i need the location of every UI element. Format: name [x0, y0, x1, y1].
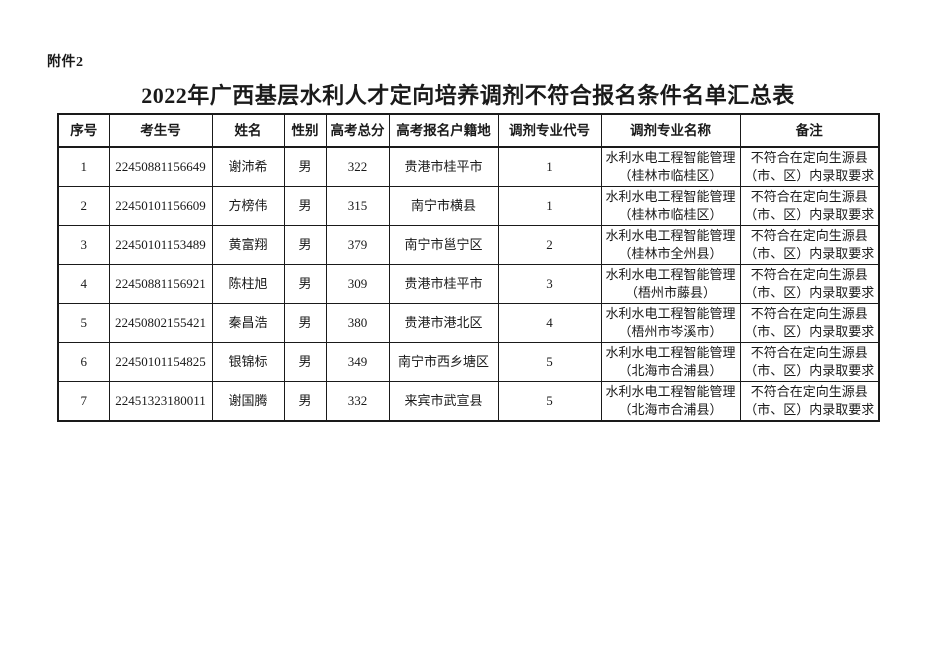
table-row: 1 22450881156649 谢沛希 男 322 贵港市桂平市 1 水利水电…: [57, 146, 880, 187]
cell-candidate-no: 22450101153489: [108, 225, 213, 265]
col-header-major-name: 调剂专业名称: [600, 113, 741, 148]
cell-gender: 男: [283, 225, 327, 265]
cell-candidate-no: 22451323180011: [108, 381, 213, 422]
cell-name: 秦昌浩: [211, 303, 285, 343]
cell-candidate-no: 22450802155421: [108, 303, 213, 343]
cell-major-code: 3: [497, 264, 602, 304]
page-title: 2022年广西基层水利人才定向培养调剂不符合报名条件名单汇总表: [141, 83, 795, 108]
cell-index: 7: [57, 381, 110, 422]
cell-major-name: 水利水电工程智能管理（北海市合浦县）: [600, 381, 741, 422]
cell-gaokao-score: 379: [325, 225, 390, 265]
cell-candidate-no: 22450881156921: [108, 264, 213, 304]
cell-remark: 不符合在定向生源县（市、区）内录取要求: [739, 186, 880, 226]
summary-table: 序号 考生号 姓名 性别 高考总分 高考报名户籍地 调剂专业代号 调剂专业名称 …: [57, 113, 880, 422]
cell-name: 黄富翔: [211, 225, 285, 265]
table-row: 5 22450802155421 秦昌浩 男 380 贵港市港北区 4 水利水电…: [57, 303, 880, 343]
cell-major-name: 水利水电工程智能管理（梧州市岑溪市）: [600, 303, 741, 343]
cell-candidate-no: 22450101156609: [108, 186, 213, 226]
cell-gender: 男: [283, 342, 327, 382]
table-body: 1 22450881156649 谢沛希 男 322 贵港市桂平市 1 水利水电…: [57, 146, 880, 422]
cell-major-name: 水利水电工程智能管理（桂林市全州县）: [600, 225, 741, 265]
cell-gaokao-score: 309: [325, 264, 390, 304]
cell-gender: 男: [283, 303, 327, 343]
col-header-name: 姓名: [211, 113, 285, 148]
cell-residence: 南宁市西乡塘区: [388, 342, 499, 382]
cell-gender: 男: [283, 264, 327, 304]
col-header-candidate-no: 考生号: [108, 113, 213, 148]
cell-major-name: 水利水电工程智能管理（梧州市藤县）: [600, 264, 741, 304]
col-header-residence: 高考报名户籍地: [388, 113, 499, 148]
cell-gender: 男: [283, 186, 327, 226]
cell-gaokao-score: 349: [325, 342, 390, 382]
col-header-index: 序号: [57, 113, 110, 148]
cell-major-code: 2: [497, 225, 602, 265]
table-row: 3 22450101153489 黄富翔 男 379 南宁市邕宁区 2 水利水电…: [57, 225, 880, 265]
col-header-major-code: 调剂专业代号: [497, 113, 602, 148]
cell-major-code: 1: [497, 186, 602, 226]
cell-residence: 来宾市武宣县: [388, 381, 499, 422]
cell-index: 6: [57, 342, 110, 382]
cell-remark: 不符合在定向生源县（市、区）内录取要求: [739, 146, 880, 187]
cell-index: 4: [57, 264, 110, 304]
cell-candidate-no: 22450101154825: [108, 342, 213, 382]
cell-candidate-no: 22450881156649: [108, 146, 213, 187]
cell-residence: 南宁市邕宁区: [388, 225, 499, 265]
cell-major-name: 水利水电工程智能管理（桂林市临桂区）: [600, 186, 741, 226]
table-row: 4 22450881156921 陈柱旭 男 309 贵港市桂平市 3 水利水电…: [57, 264, 880, 304]
col-header-gaokao-score: 高考总分: [325, 113, 390, 148]
cell-name: 谢沛希: [211, 146, 285, 187]
cell-name: 方榜伟: [211, 186, 285, 226]
cell-major-code: 4: [497, 303, 602, 343]
cell-gaokao-score: 380: [325, 303, 390, 343]
attachment-label: 附件2: [47, 55, 84, 70]
cell-name: 陈柱旭: [211, 264, 285, 304]
cell-name: 谢国腾: [211, 381, 285, 422]
cell-index: 3: [57, 225, 110, 265]
cell-major-code: 5: [497, 342, 602, 382]
cell-major-name: 水利水电工程智能管理（桂林市临桂区）: [600, 146, 741, 187]
cell-residence: 贵港市桂平市: [388, 146, 499, 187]
cell-remark: 不符合在定向生源县（市、区）内录取要求: [739, 303, 880, 343]
col-header-gender: 性别: [283, 113, 327, 148]
cell-index: 5: [57, 303, 110, 343]
cell-residence: 南宁市横县: [388, 186, 499, 226]
cell-gender: 男: [283, 146, 327, 187]
cell-residence: 贵港市港北区: [388, 303, 499, 343]
cell-major-name: 水利水电工程智能管理（北海市合浦县）: [600, 342, 741, 382]
cell-residence: 贵港市桂平市: [388, 264, 499, 304]
cell-gaokao-score: 332: [325, 381, 390, 422]
table-row: 2 22450101156609 方榜伟 男 315 南宁市横县 1 水利水电工…: [57, 186, 880, 226]
table-row: 7 22451323180011 谢国腾 男 332 来宾市武宣县 5 水利水电…: [57, 381, 880, 422]
cell-gaokao-score: 315: [325, 186, 390, 226]
cell-remark: 不符合在定向生源县（市、区）内录取要求: [739, 264, 880, 304]
cell-index: 1: [57, 146, 110, 187]
table-row: 6 22450101154825 银锦标 男 349 南宁市西乡塘区 5 水利水…: [57, 342, 880, 382]
cell-index: 2: [57, 186, 110, 226]
cell-remark: 不符合在定向生源县（市、区）内录取要求: [739, 342, 880, 382]
cell-name: 银锦标: [211, 342, 285, 382]
table-header-row: 序号 考生号 姓名 性别 高考总分 高考报名户籍地 调剂专业代号 调剂专业名称 …: [57, 113, 880, 148]
cell-gender: 男: [283, 381, 327, 422]
cell-remark: 不符合在定向生源县（市、区）内录取要求: [739, 381, 880, 422]
col-header-remark: 备注: [739, 113, 880, 148]
cell-major-code: 5: [497, 381, 602, 422]
cell-remark: 不符合在定向生源县（市、区）内录取要求: [739, 225, 880, 265]
cell-major-code: 1: [497, 146, 602, 187]
cell-gaokao-score: 322: [325, 146, 390, 187]
